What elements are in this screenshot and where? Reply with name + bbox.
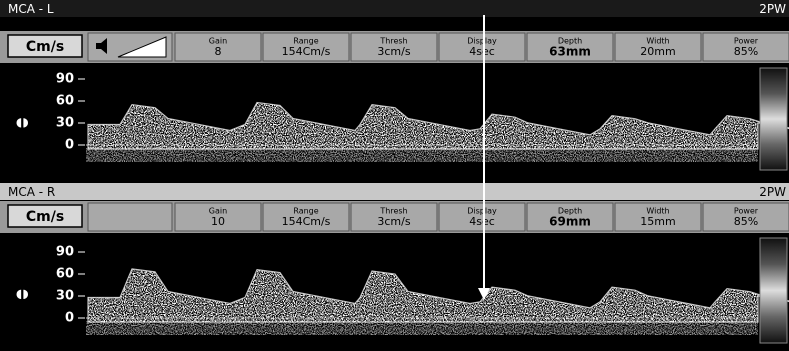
panel-title: MCA - R	[8, 185, 55, 199]
scale-label: 90	[56, 72, 74, 87]
unit-button-label[interactable]: Cm/s	[26, 39, 64, 55]
param-value: 3cm/s	[377, 215, 410, 228]
probe-icon: ◖◗	[16, 287, 29, 301]
param-value: 85%	[734, 215, 758, 228]
scale-label: 0	[65, 138, 74, 153]
scale-label: 30	[56, 289, 74, 304]
mode-label: 2PW	[759, 185, 786, 199]
param-value: 10	[211, 215, 225, 228]
param-value: 8	[215, 45, 222, 58]
param-value: 85%	[734, 45, 758, 58]
color-bar	[760, 68, 787, 170]
panel-header	[0, 183, 789, 200]
panel-title: MCA - L	[8, 2, 54, 16]
doppler-screen: MCA - L2PWCm/sGain8Range154Cm/sThresh3cm…	[0, 0, 789, 347]
param-value: 20mm	[640, 45, 675, 58]
below-baseline-noise	[86, 321, 758, 335]
param-value: 63mm	[549, 45, 591, 59]
mode-label: 2PW	[759, 2, 786, 16]
below-baseline-noise	[86, 148, 758, 162]
param-value: 154Cm/s	[282, 45, 331, 58]
param-value: 3cm/s	[377, 45, 410, 58]
volume-box	[88, 203, 172, 231]
param-value: 4sec	[469, 45, 495, 58]
scale-label: 60	[56, 267, 74, 282]
scale-label: 0	[65, 311, 74, 326]
color-bar	[760, 238, 787, 343]
probe-icon: ◖◗	[16, 115, 29, 129]
scale-label: 60	[56, 94, 74, 109]
scale-label: 30	[56, 116, 74, 131]
param-value: 69mm	[549, 215, 591, 229]
panel-header	[0, 0, 789, 17]
param-value: 154Cm/s	[282, 215, 331, 228]
scale-label: 90	[56, 245, 74, 260]
param-value: 4sec	[469, 215, 495, 228]
unit-button-label[interactable]: Cm/s	[26, 209, 64, 225]
param-value: 15mm	[640, 215, 675, 228]
